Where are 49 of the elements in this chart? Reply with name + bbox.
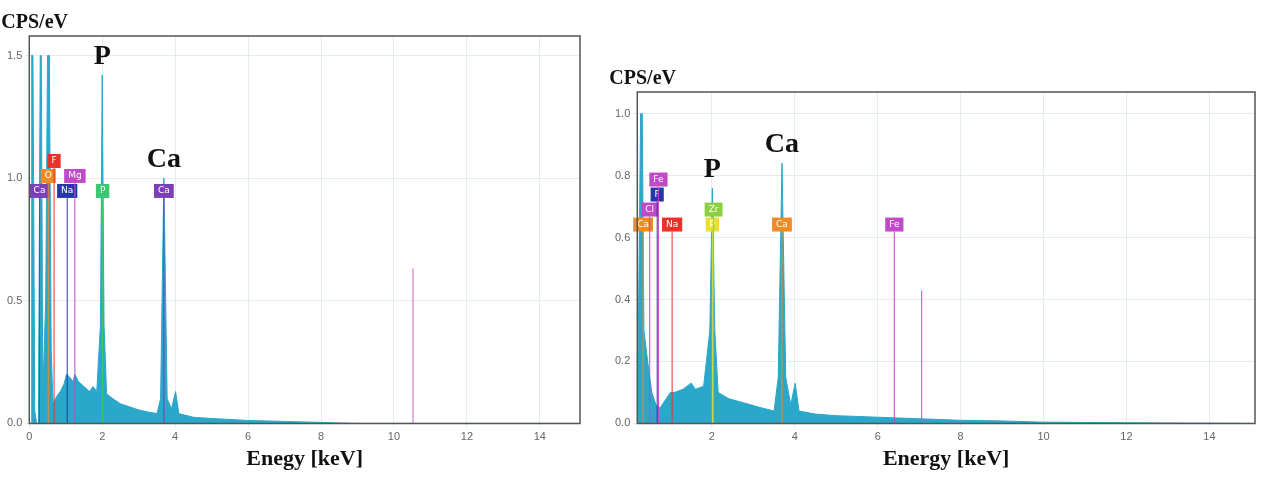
y-tick-label: 0.8 (614, 168, 631, 181)
x-axis-title: Energy [keV] (882, 445, 1010, 471)
y-tick-label: 1.0 (6, 171, 23, 184)
ref-line-label: Na (61, 185, 74, 196)
ref-line-label: Fe (653, 173, 664, 184)
x-tick-label: 6 (874, 430, 881, 443)
ref-line-label: Fe (889, 218, 900, 229)
annotation: Ca (146, 142, 181, 174)
y-tick-label: 1.5 (6, 48, 23, 61)
x-tick-label: 2 (708, 430, 715, 443)
ref-line-label: Ca (637, 218, 649, 229)
ref-line-label: F (51, 155, 57, 166)
ref-line-label: P (99, 185, 106, 196)
ref-line-label: Ca (157, 185, 170, 196)
x-tick-label: 4 (172, 430, 179, 443)
y-tick-label: 0.2 (614, 354, 631, 367)
annotation: P (93, 39, 111, 71)
ref-line-label: Ca (33, 185, 46, 196)
x-tick-label: 10 (387, 430, 401, 443)
x-tick-label: 12 (1120, 430, 1133, 443)
annotation: P (703, 152, 721, 184)
x-tick-label: 2 (99, 430, 106, 443)
ref-line-label: Zr (708, 203, 719, 214)
x-tick-label: 4 (791, 430, 798, 443)
x-tick-label: 10 (1037, 430, 1050, 443)
ref-line-label: Ca (776, 218, 788, 229)
x-tick-label: 6 (245, 430, 252, 443)
x-tick-label: 0 (26, 430, 33, 443)
ref-line-label: Na (665, 218, 679, 229)
x-tick-label: 12 (460, 430, 474, 443)
x-tick-label: 8 (318, 430, 325, 443)
y-tick-label: 0.0 (6, 416, 23, 429)
y-axis-title: CPS/eV (1, 10, 69, 33)
ref-line-label: Mg (68, 170, 82, 181)
annotation: Ca (764, 127, 800, 159)
ref-line-label: Cl (645, 203, 655, 214)
x-tick-label: 14 (1203, 430, 1216, 443)
x-tick-label: 8 (957, 430, 964, 443)
y-axis-title: CPS/eV (609, 66, 677, 89)
x-axis-title: Enegy [keV] (246, 445, 364, 471)
y-tick-label: 0.0 (614, 416, 631, 429)
ref-line-label: P (709, 218, 716, 229)
y-tick-label: 1.0 (614, 106, 631, 119)
ref-line-label: F (654, 188, 660, 199)
x-tick-label: 14 (533, 430, 547, 443)
y-tick-label: 0.6 (614, 230, 631, 243)
ref-line-label: O (44, 170, 52, 181)
y-tick-label: 0.4 (614, 292, 631, 305)
y-tick-label: 0.5 (6, 293, 23, 306)
